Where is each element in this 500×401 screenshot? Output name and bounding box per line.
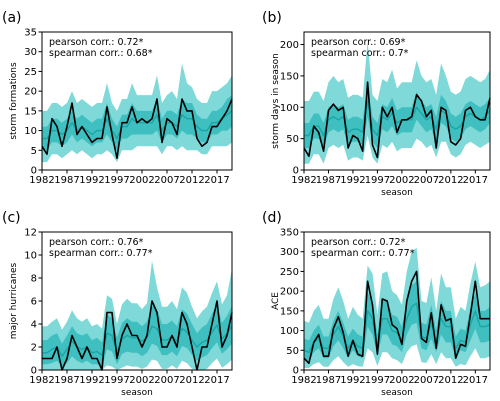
y-tick-label: 350 — [280, 228, 299, 239]
x-tick-label: 1982 — [291, 175, 316, 186]
x-axis-label: season — [381, 388, 413, 398]
y-tick-label: 12 — [24, 228, 37, 239]
x-axis-label: season — [121, 388, 153, 398]
outer-spread-band — [304, 41, 490, 164]
x-tick-label: 2012 — [438, 175, 463, 186]
axes-frame — [303, 31, 491, 171]
x-tick-label: 2007 — [414, 175, 439, 186]
x-tick-label: 1997 — [104, 175, 129, 186]
y-tick-label: 250 — [280, 267, 299, 278]
x-tick-label: 1997 — [104, 375, 129, 386]
inner-spread-band — [304, 85, 490, 148]
panel-label: (b) — [262, 10, 282, 26]
y-tick-label: 300 — [280, 247, 299, 258]
x-tick-label: 1987 — [54, 175, 79, 186]
y-tick-label: 30 — [24, 47, 37, 58]
spearman-corr-text: spearman corr.: 0.77* — [49, 248, 153, 259]
y-tick-label: 100 — [280, 326, 299, 337]
pearson-corr-text: pearson corr.: 0.72* — [311, 237, 406, 248]
y-axis-label: storm days in season — [271, 53, 281, 149]
y-tick-label: 200 — [280, 287, 299, 298]
y-tick-label: 15 — [24, 106, 37, 117]
x-tick-label: 2017 — [463, 175, 488, 186]
x-tick-label: 2007 — [154, 375, 179, 386]
x-tick-label: 2007 — [154, 175, 179, 186]
y-tick-label: 50 — [286, 346, 299, 357]
x-tick-label: 2017 — [204, 375, 229, 386]
y-tick-label: 0 — [293, 166, 299, 177]
x-tick-label: 2012 — [179, 175, 204, 186]
ensemble-median-line — [304, 100, 491, 137]
x-tick-label: 2017 — [204, 175, 229, 186]
x-tick-label: 2017 — [463, 375, 488, 386]
y-tick-label: 10 — [24, 251, 37, 262]
y-axis-label: storm formations — [9, 62, 19, 140]
y-axis-label: ACE — [271, 292, 281, 310]
y-tick-label: 20 — [24, 87, 37, 98]
observed-line — [303, 81, 491, 159]
observed-line — [42, 300, 233, 371]
y-tick-label: 0 — [293, 366, 299, 377]
y-tick-label: 8 — [31, 274, 37, 285]
panel-label: (d) — [262, 210, 282, 226]
x-tick-label: 2007 — [414, 375, 439, 386]
x-tick-label: 1997 — [365, 375, 390, 386]
x-tick-label: 1987 — [316, 375, 341, 386]
ensemble-median-line — [303, 302, 491, 353]
x-tick-label: 1997 — [365, 175, 390, 186]
panel-label: (a) — [2, 10, 22, 26]
x-tick-label: 2012 — [179, 375, 204, 386]
y-tick-label: 35 — [24, 28, 37, 39]
axes-frame — [41, 31, 233, 171]
y-tick-label: 150 — [280, 71, 299, 82]
panel-0: 1982 1987 1992 1997 2002 2007 2012 2017 0 5 10 15 20… — [2, 10, 233, 186]
y-tick-label: 5 — [31, 146, 37, 157]
y-tick-label: 100 — [280, 103, 299, 114]
x-tick-label: 1992 — [79, 375, 104, 386]
axes-frame — [303, 231, 491, 371]
observed-line — [41, 98, 233, 159]
x-tick-label: 1992 — [340, 175, 365, 186]
x-tick-label: 1982 — [29, 375, 54, 386]
y-tick-label: 4 — [31, 320, 37, 331]
x-tick-label: 2002 — [389, 375, 414, 386]
y-axis-label: major hurricanes — [9, 262, 19, 339]
x-tick-label: 1987 — [316, 175, 341, 186]
y-tick-label: 10 — [24, 126, 37, 137]
y-tick-label: 2 — [31, 343, 37, 354]
x-tick-label: 2012 — [438, 375, 463, 386]
y-tick-label: 200 — [280, 40, 299, 51]
x-tick-label: 1992 — [79, 175, 104, 186]
y-tick-label: 50 — [286, 134, 299, 145]
panel-3: 1982 1987 1992 1997 2002 2007 2012 2017 0 50 100 15… — [262, 210, 491, 398]
spearman-corr-text: spearman corr.: 0.7* — [311, 48, 409, 59]
y-tick-label: 25 — [24, 67, 37, 78]
x-tick-label: 2002 — [389, 175, 414, 186]
panel-label: (c) — [2, 210, 21, 226]
y-tick-label: 0 — [31, 366, 37, 377]
x-axis-label: season — [381, 188, 413, 198]
inner-spread-band — [304, 281, 490, 363]
x-tick-label: 1992 — [340, 375, 365, 386]
x-tick-label: 1982 — [29, 175, 54, 186]
x-tick-label: 2002 — [129, 375, 154, 386]
panel-1: 1982 1987 1992 1997 2002 2007 2012 2017 0 50 100 15… — [262, 10, 491, 198]
pearson-corr-text: pearson corr.: 0.76* — [49, 237, 144, 248]
spearman-corr-text: spearman corr.: 0.68* — [49, 48, 153, 59]
panel-2: 1982 1987 1992 1997 2002 2007 2012 2017 0 2 4 6 8 10 1… — [2, 210, 233, 398]
y-tick-label: 0 — [31, 166, 37, 177]
x-tick-label: 2002 — [129, 175, 154, 186]
observed-line — [303, 270, 490, 365]
y-tick-label: 150 — [280, 306, 299, 317]
pearson-corr-text: pearson corr.: 0.69* — [311, 37, 406, 48]
x-tick-label: 1987 — [54, 375, 79, 386]
y-tick-label: 6 — [31, 297, 37, 308]
spearman-corr-text: spearman corr.: 0.77* — [311, 248, 415, 259]
x-tick-label: 1982 — [291, 375, 316, 386]
pearson-corr-text: pearson corr.: 0.72* — [49, 37, 144, 48]
ensemble-median-line — [42, 324, 233, 357]
